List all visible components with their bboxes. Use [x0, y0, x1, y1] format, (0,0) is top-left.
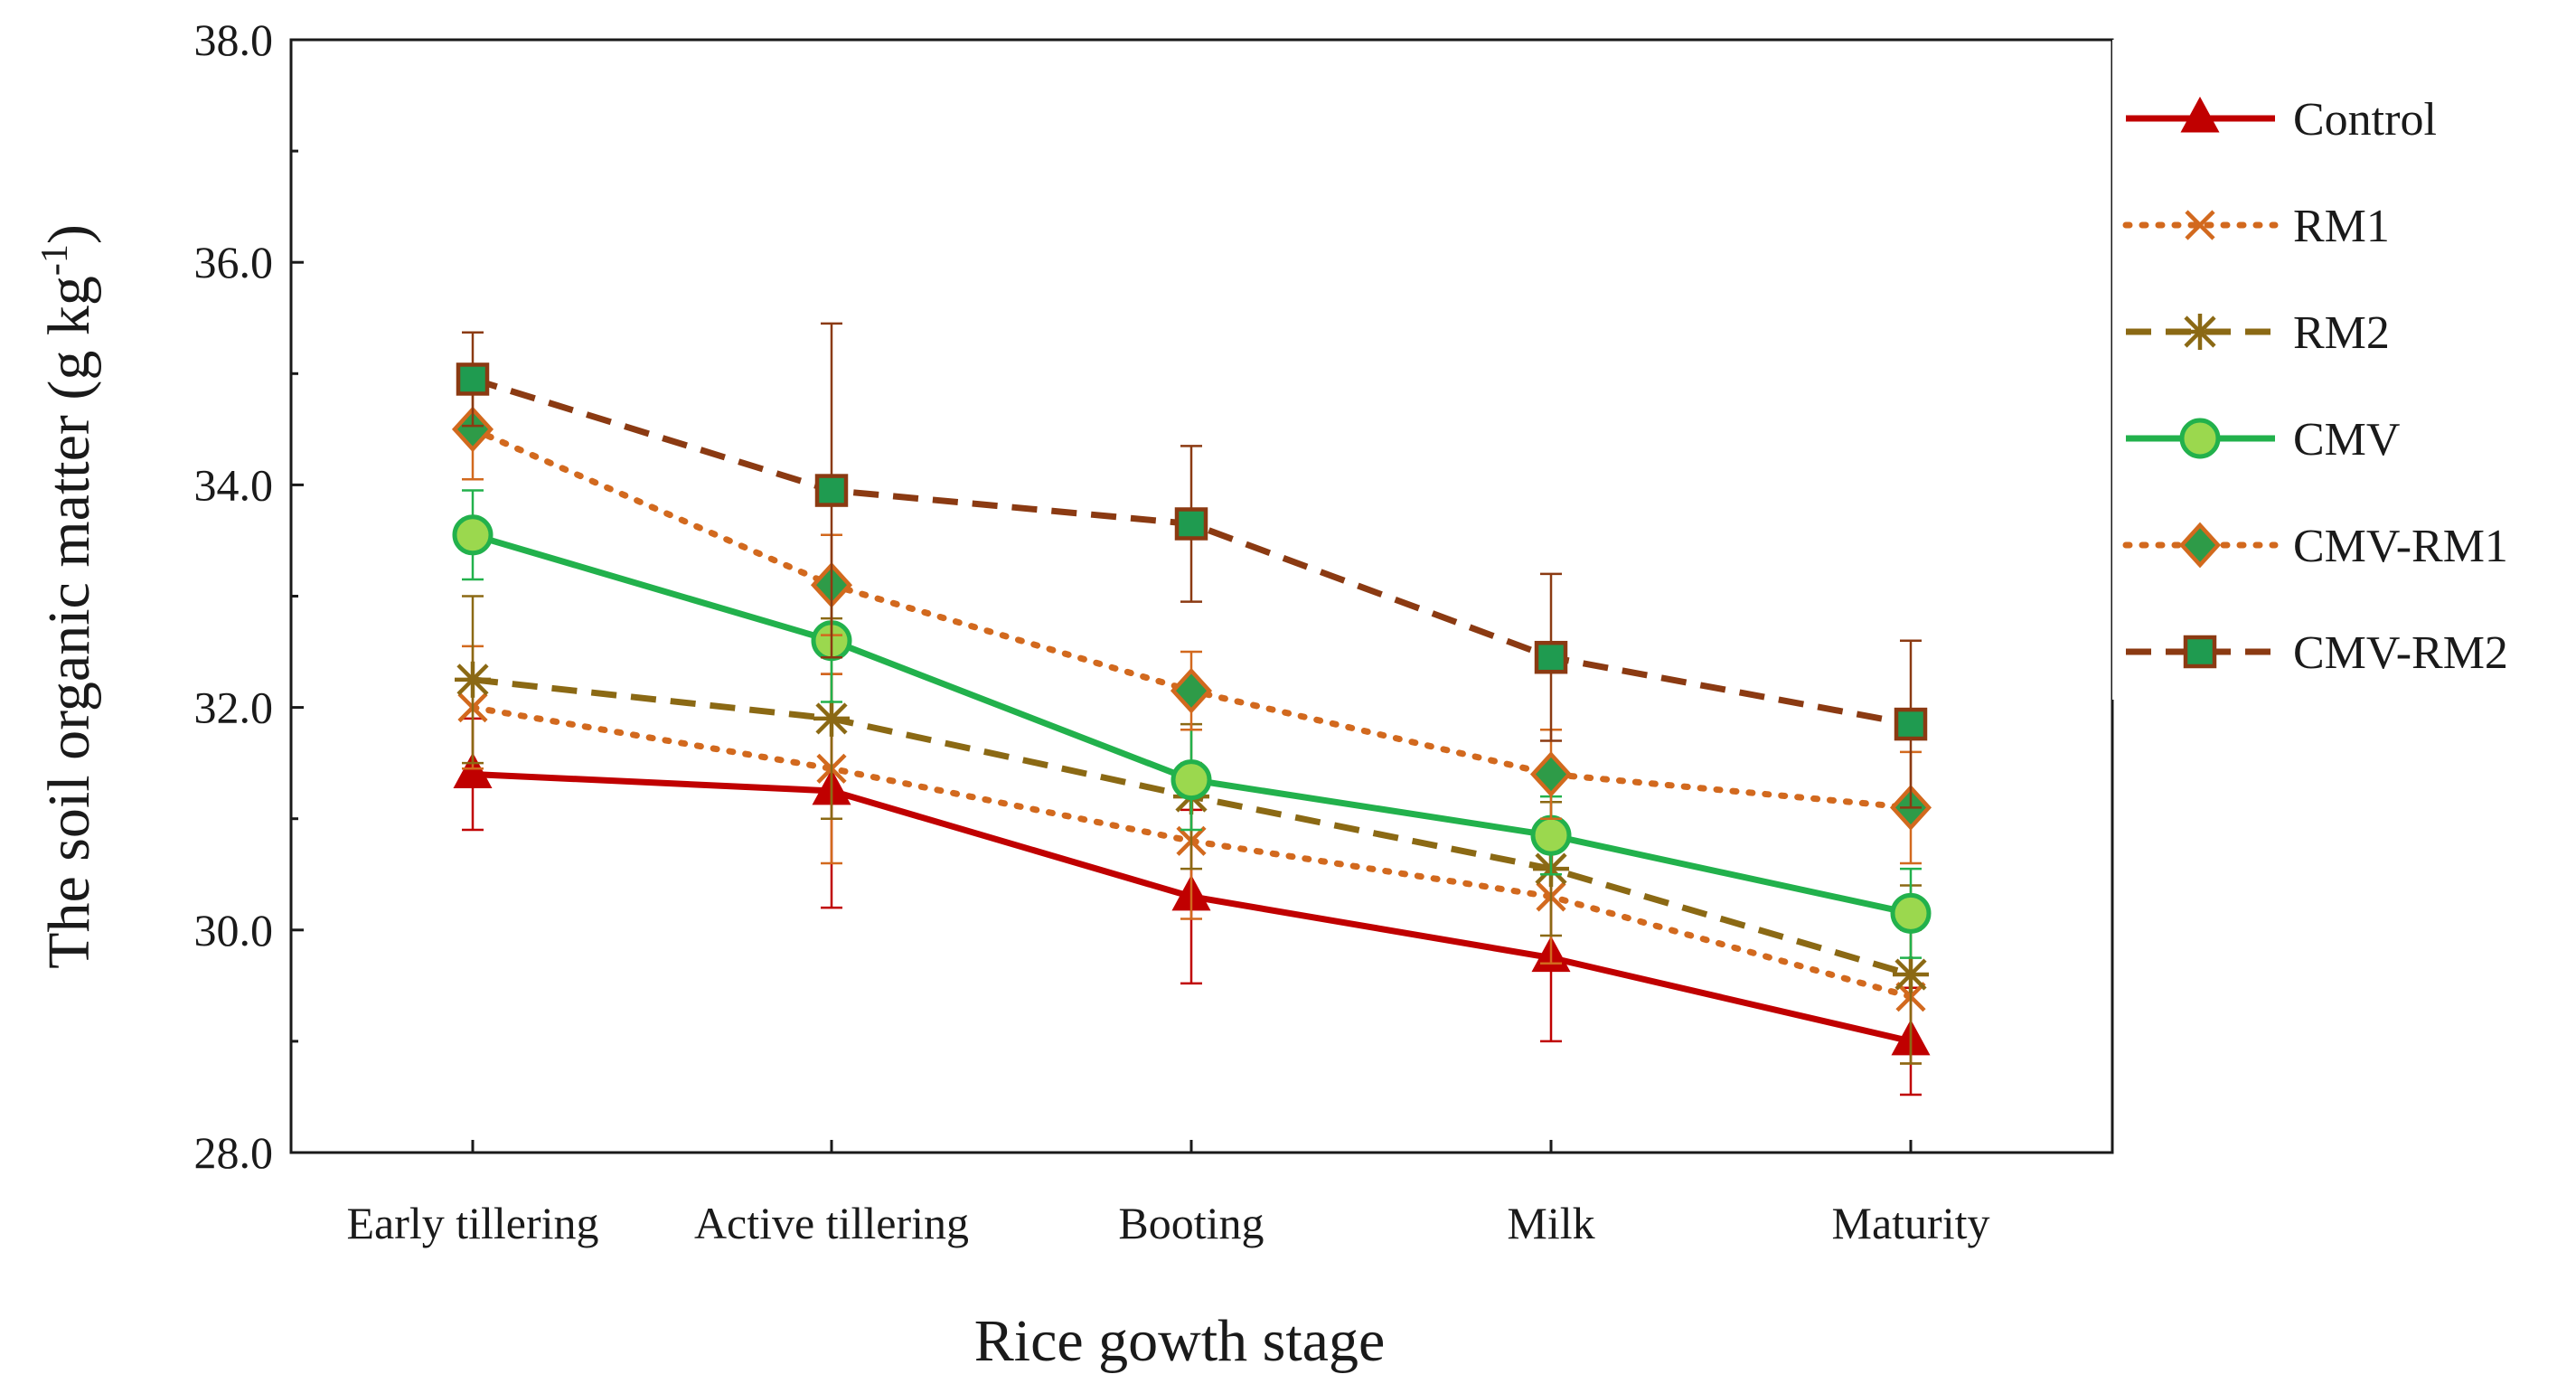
series-cmv — [452, 489, 1932, 959]
data-point — [451, 406, 494, 453]
legend-marker — [2179, 418, 2221, 459]
y-axis-title-superscript: -1 — [34, 244, 76, 276]
legend-marker — [2183, 635, 2217, 669]
y-tick-label: 36.0 — [194, 237, 274, 287]
legend-item-cmv: CMV — [2126, 414, 2400, 466]
legend-frame — [2112, 40, 2576, 700]
x-axis-title: Rice gowth stage — [974, 1308, 1386, 1374]
y-axis-title-close: ) — [36, 224, 102, 244]
data-point — [814, 474, 849, 507]
data-point — [452, 514, 494, 556]
x-axis: Early tillering Active tillering Booting Mi… — [346, 1140, 1989, 1248]
data-point — [456, 362, 490, 396]
y-tick-label: 28.0 — [194, 1127, 274, 1178]
legend-label: RM2 — [2293, 307, 2390, 359]
y-axis-title: The soil organic matter (g kg-1) — [34, 224, 102, 969]
data-point — [1170, 759, 1212, 801]
legend-label: CMV — [2293, 414, 2400, 466]
series-cmv-rm2 — [456, 322, 1928, 809]
legend-item-cmv-rm1: CMV-RM1 — [2122, 521, 2508, 572]
legend-marker — [2185, 210, 2215, 240]
legend-label: Control — [2293, 94, 2437, 146]
legend-marker — [2182, 314, 2218, 350]
y-axis-title-main: The soil organic matter (g kg — [36, 276, 102, 969]
legend-label: CMV-RM1 — [2293, 521, 2508, 572]
data-point — [1530, 814, 1572, 856]
series-layer — [451, 322, 1932, 1097]
data-point — [1890, 892, 1932, 934]
data-point — [1174, 507, 1208, 541]
legend-marker — [2180, 96, 2220, 133]
data-point — [1534, 640, 1568, 674]
legend-marker — [2178, 522, 2222, 569]
plot-area-frame — [289, 38, 2114, 1154]
data-point — [455, 661, 491, 698]
data-point — [453, 752, 493, 788]
x-tick-label: Maturity — [1832, 1198, 1990, 1248]
y-tick-label: 38.0 — [194, 14, 274, 65]
data-point — [1893, 956, 1929, 993]
y-tick-label: 32.0 — [194, 682, 274, 733]
legend-item-rm2: RM2 — [2126, 307, 2390, 359]
data-point — [1894, 707, 1928, 741]
y-axis: 28.0 30.0 32.0 34.0 36.0 38.0 — [194, 14, 304, 1178]
x-tick-label: Early tillering — [346, 1198, 598, 1248]
y-tick-label: 34.0 — [194, 459, 274, 510]
legend-label: RM1 — [2293, 201, 2390, 252]
legend-item-control: Control — [2126, 94, 2437, 146]
legend-label: CMV-RM2 — [2293, 627, 2508, 679]
marker-stroke — [2185, 210, 2215, 240]
y-tick-label: 30.0 — [194, 905, 274, 955]
legend: Control RM1 RM2 CMV CMV-RM1 CMV-RM2 — [2122, 94, 2508, 679]
data-point — [1529, 751, 1573, 797]
x-tick-label: Active tillering — [694, 1198, 969, 1248]
data-point — [813, 700, 850, 737]
data-point — [1170, 667, 1213, 714]
x-tick-label: Milk — [1507, 1198, 1594, 1248]
legend-item-rm1: RM1 — [2122, 201, 2390, 252]
x-tick-label: Booting — [1118, 1198, 1264, 1248]
legend-item-cmv-rm2: CMV-RM2 — [2126, 627, 2508, 679]
